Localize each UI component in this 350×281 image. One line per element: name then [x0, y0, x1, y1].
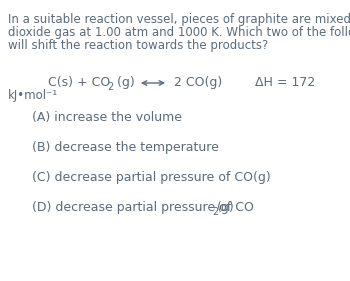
Text: (B) decrease the temperature: (B) decrease the temperature [32, 141, 219, 154]
Text: (g): (g) [217, 201, 235, 214]
Text: dioxide gas at 1.00 atm and 1000 K. Which two of the following changes: dioxide gas at 1.00 atm and 1000 K. Whic… [8, 26, 350, 39]
Text: (D) decrease partial pressure of CO: (D) decrease partial pressure of CO [32, 201, 254, 214]
Text: (A) increase the volume: (A) increase the volume [32, 111, 182, 124]
Text: kJ•mol⁻¹: kJ•mol⁻¹ [8, 89, 58, 102]
Text: (g): (g) [113, 76, 135, 89]
Text: In a suitable reaction vessel, pieces of graphite are mixed with carbon: In a suitable reaction vessel, pieces of… [8, 13, 350, 26]
Text: 2: 2 [212, 207, 218, 217]
Text: will shift the reaction towards the products?: will shift the reaction towards the prod… [8, 39, 268, 52]
Text: 2: 2 [107, 82, 113, 92]
Text: ΔH = 172: ΔH = 172 [255, 76, 315, 89]
Text: (C) decrease partial pressure of CO(g): (C) decrease partial pressure of CO(g) [32, 171, 271, 184]
Text: 2 CO(g): 2 CO(g) [170, 76, 222, 89]
Text: C(s) + CO: C(s) + CO [48, 76, 110, 89]
